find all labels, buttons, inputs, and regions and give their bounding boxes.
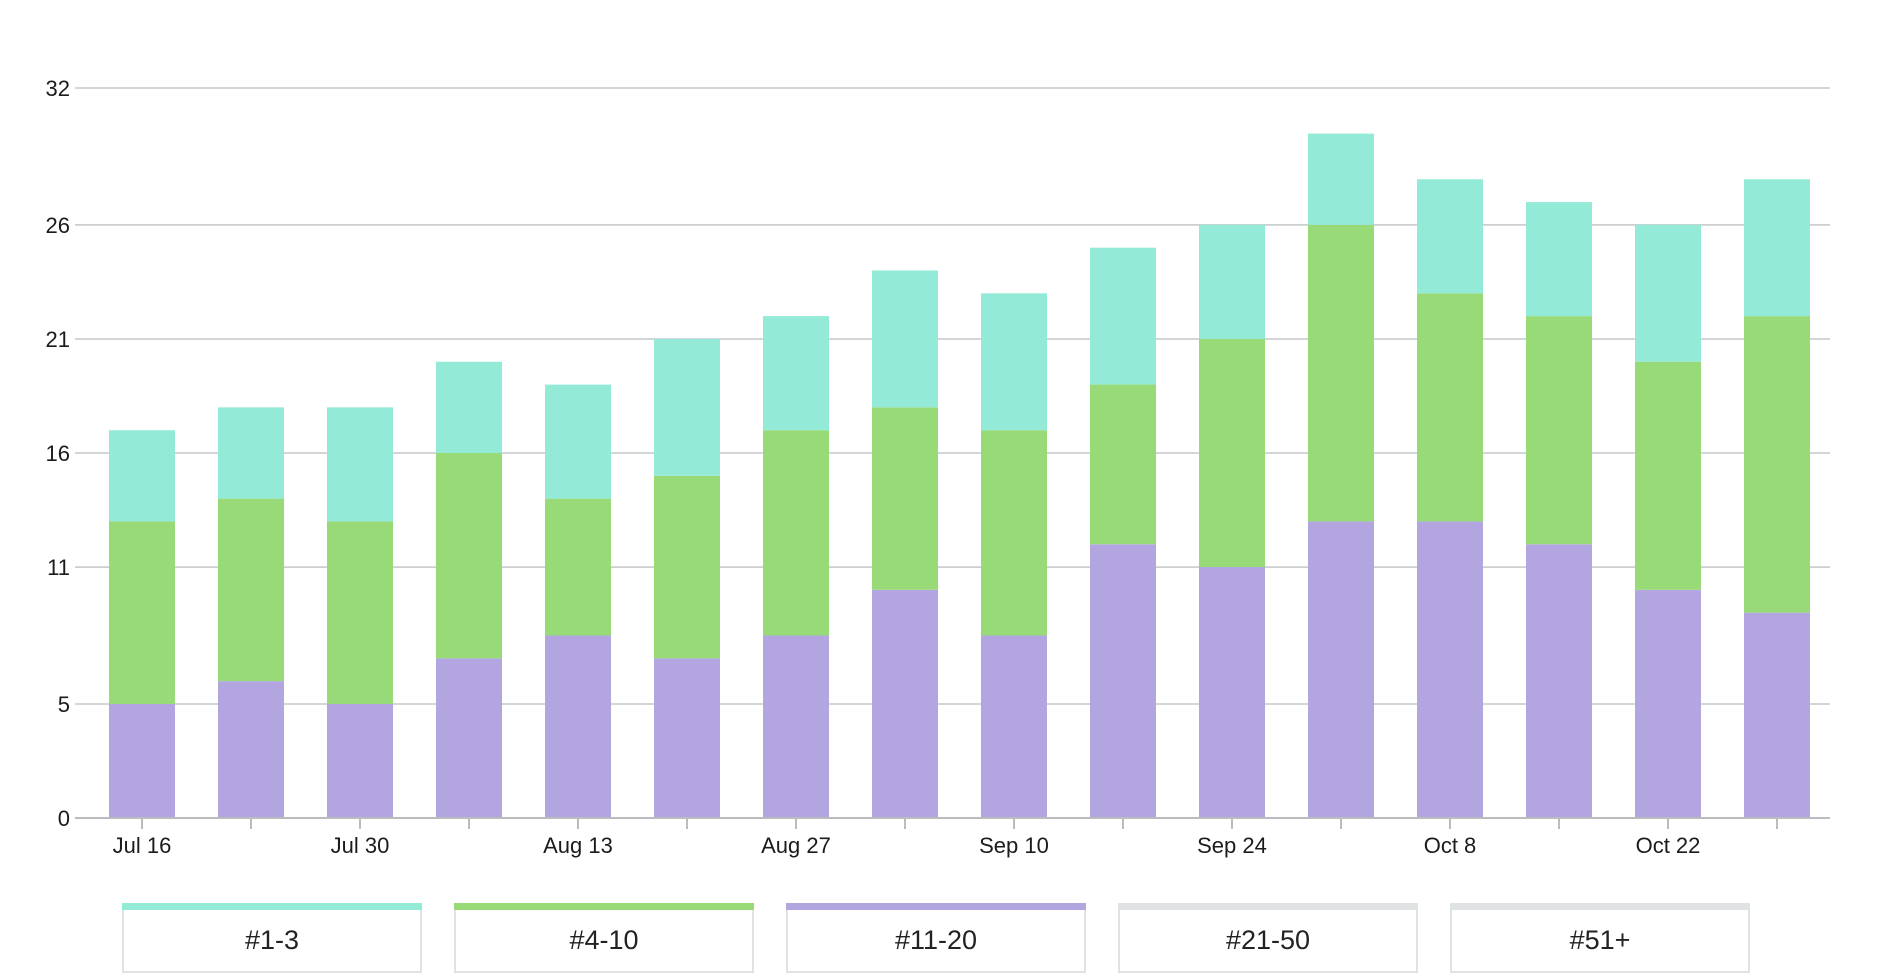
bar-segment — [763, 635, 829, 818]
y-tick-label: 11 — [47, 555, 70, 580]
bar-segment — [1199, 567, 1265, 818]
x-tick-label: Aug 13 — [543, 833, 613, 858]
bar-segment — [1199, 224, 1265, 339]
bar-segment — [218, 498, 284, 682]
legend-label: #11-20 — [894, 925, 978, 955]
y-tick-label: 32 — [46, 76, 70, 101]
legend-label: #21-50 — [1225, 925, 1311, 955]
x-tick-label: Jul 16 — [113, 833, 172, 858]
legend-label: #51+ — [1569, 925, 1631, 955]
bar-segment — [1308, 224, 1374, 522]
x-tick-label: Oct 22 — [1636, 833, 1701, 858]
bar-segment — [981, 635, 1047, 818]
legend-label: #1-3 — [244, 925, 300, 955]
y-tick-label: 5 — [58, 692, 70, 717]
bar-segment — [436, 453, 502, 659]
bar-segment — [654, 475, 720, 659]
legend-swatch — [454, 903, 754, 910]
bar-segment — [1635, 361, 1701, 590]
legend-item-11-20[interactable]: #11-20 — [786, 903, 1086, 973]
bar-segment — [654, 658, 720, 818]
bar-segment — [763, 316, 829, 431]
y-tick-label: 21 — [46, 327, 70, 352]
bar-segment — [1744, 179, 1810, 317]
bar-segment — [218, 681, 284, 818]
bar-segment — [545, 384, 611, 499]
legend-swatch — [122, 903, 422, 910]
y-tick-label: 26 — [46, 213, 70, 238]
bar-segment — [981, 293, 1047, 431]
bar-segment — [1090, 384, 1156, 545]
bar-segment — [1744, 316, 1810, 613]
bar-segment — [1090, 247, 1156, 385]
x-tick-label: Jul 30 — [331, 833, 390, 858]
bar-segment — [436, 361, 502, 453]
bar-segment — [1635, 224, 1701, 362]
chart-legend: #1-3 #4-10 #11-20 #21-50 #51+ — [122, 903, 1750, 973]
legend-swatch — [1118, 903, 1418, 910]
bar-segment — [327, 521, 393, 704]
legend-label: #4-10 — [569, 925, 639, 955]
bar-segment — [1308, 133, 1374, 225]
legend-item-51-plus[interactable]: #51+ — [1450, 903, 1750, 973]
legend-item-4-10[interactable]: #4-10 — [454, 903, 754, 973]
bar-segment — [1417, 521, 1483, 818]
x-tick-label: Oct 8 — [1424, 833, 1477, 858]
bar-segment — [981, 430, 1047, 636]
bar-segment — [1308, 521, 1374, 818]
stacked-bar-chart: 0 5 11 16 21 26 32 Jul 16 Jul 30 Aug 13 Aug 27 Sep … — [46, 76, 1830, 858]
bar-segment — [327, 703, 393, 818]
bar-segment — [1417, 293, 1483, 522]
bar-segment — [545, 498, 611, 636]
bar-segment — [109, 703, 175, 818]
bar-segment — [1635, 589, 1701, 818]
bar-segment — [1744, 612, 1810, 818]
x-tick-label: Sep 10 — [979, 833, 1049, 858]
legend-item-21-50[interactable]: #21-50 — [1118, 903, 1418, 973]
bar-segment — [1526, 202, 1592, 317]
y-tick-label: 16 — [46, 441, 70, 466]
bar-segment — [109, 521, 175, 704]
bar-segment — [1090, 544, 1156, 818]
bar-segment — [1526, 544, 1592, 818]
legend-swatch — [786, 903, 1086, 910]
bar-segment — [218, 407, 284, 499]
bar-segment — [1417, 179, 1483, 294]
bar-segment — [654, 338, 720, 476]
bar-segment — [872, 270, 938, 408]
bar-segment — [109, 430, 175, 522]
x-tick-label: Sep 24 — [1197, 833, 1267, 858]
bar-segment — [327, 407, 393, 522]
y-tick-label: 0 — [58, 806, 70, 831]
legend-swatch — [1450, 903, 1750, 910]
bar-segment — [763, 430, 829, 636]
bar-segment — [1526, 316, 1592, 545]
legend-item-1-3[interactable]: #1-3 — [122, 903, 422, 973]
bar-segment — [1199, 338, 1265, 568]
bar-segment — [436, 658, 502, 818]
bar-segment — [545, 635, 611, 818]
x-tick-label: Aug 27 — [761, 833, 831, 858]
bar-segment — [872, 589, 938, 818]
bar-segment — [872, 407, 938, 590]
